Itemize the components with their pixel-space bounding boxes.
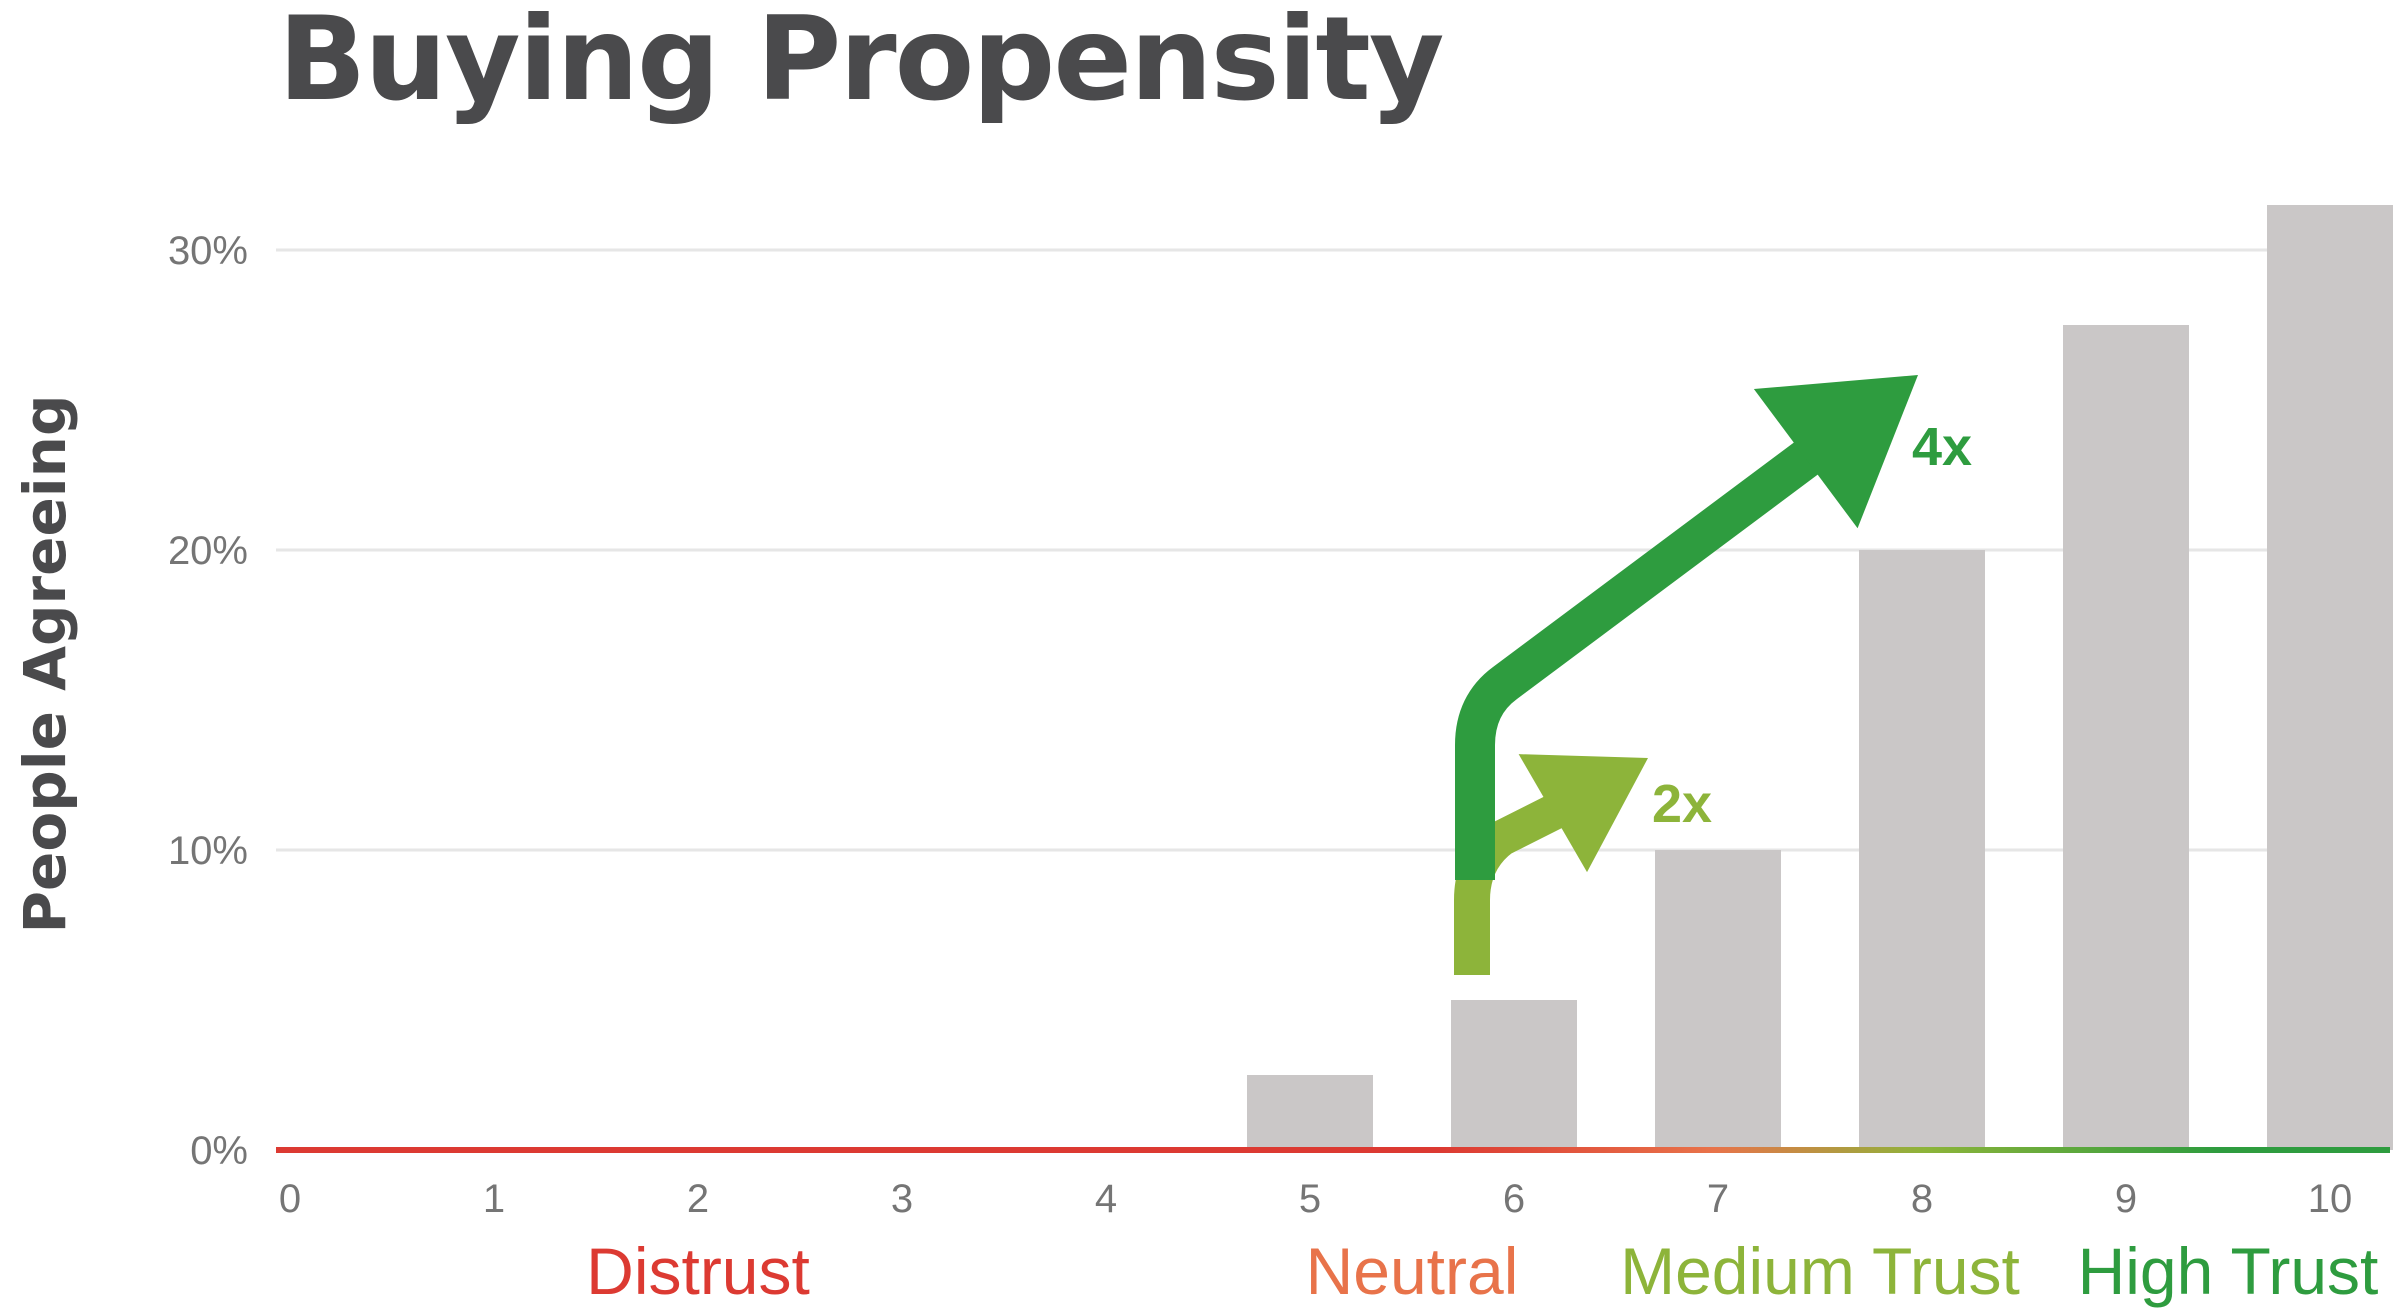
zone-label-neutral: Neutral (1306, 1234, 1519, 1308)
x-tick-label: 8 (1911, 1177, 1933, 1221)
arrow-4x-shaft (1455, 434, 1829, 880)
chart-title: Buying Propensity (278, 0, 1444, 127)
y-tick-label: 10% (168, 829, 248, 873)
bar-8 (1859, 550, 1985, 1150)
y-tick-label: 30% (168, 229, 248, 273)
bar-10 (2267, 205, 2393, 1150)
bar-9 (2063, 325, 2189, 1150)
x-tick-label: 9 (2115, 1177, 2137, 1221)
x-tick-label: 7 (1707, 1177, 1729, 1221)
x-tick-label: 1 (483, 1177, 505, 1221)
x-tick-label: 10 (2308, 1177, 2353, 1221)
arrow-4x-head (1753, 375, 1918, 529)
x-tick-label: 6 (1503, 1177, 1525, 1221)
x-tick-label: 4 (1095, 1177, 1117, 1221)
zone-label-distrust: Distrust (586, 1234, 810, 1308)
x-tick-label: 2 (687, 1177, 709, 1221)
zone-label-high-trust: High Trust (2078, 1234, 2379, 1308)
annotation-4x-label: 4x (1912, 417, 1972, 477)
zone-label-medium-trust: Medium Trust (1620, 1234, 2020, 1308)
bar-6 (1451, 1000, 1577, 1150)
bar-7 (1655, 850, 1781, 1150)
x-tick-label: 5 (1299, 1177, 1321, 1221)
arrow-2x-head (1518, 754, 1648, 873)
x-tick-label: 0 (279, 1177, 301, 1221)
annotation-2x-label: 2x (1652, 774, 1712, 834)
bar-5 (1247, 1075, 1373, 1150)
y-tick-label: 0% (190, 1129, 248, 1173)
x-tick-label: 3 (891, 1177, 913, 1221)
y-tick-label: 20% (168, 529, 248, 573)
